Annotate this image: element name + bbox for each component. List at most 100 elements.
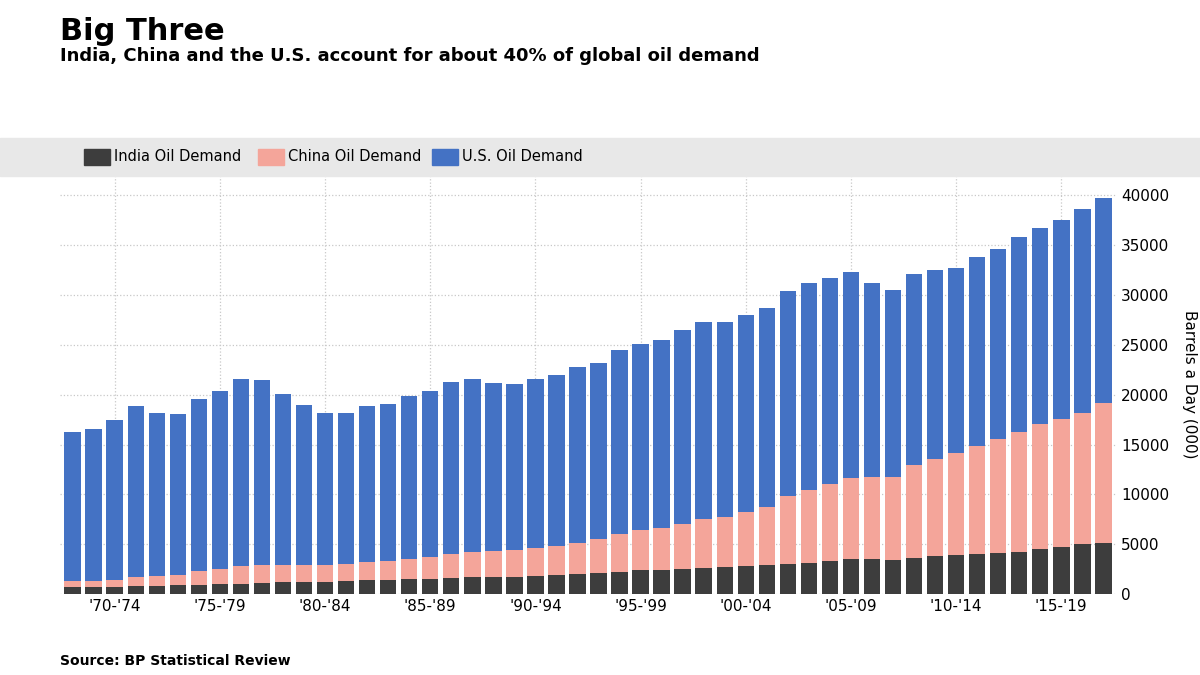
Bar — [1032, 549, 1049, 594]
Bar — [233, 566, 250, 584]
Text: India Oil Demand: India Oil Demand — [114, 149, 241, 165]
Bar — [716, 517, 733, 567]
Bar — [548, 575, 565, 594]
Bar — [65, 432, 80, 581]
Bar — [696, 568, 712, 594]
Bar — [85, 580, 102, 587]
Bar — [127, 406, 144, 577]
Bar — [485, 551, 502, 577]
Bar — [422, 391, 438, 557]
Bar — [443, 382, 460, 554]
Bar — [464, 577, 480, 594]
Bar — [1096, 403, 1111, 543]
Bar — [127, 577, 144, 586]
Bar — [506, 384, 522, 550]
Bar — [485, 383, 502, 551]
Bar — [169, 575, 186, 585]
Bar — [169, 585, 186, 594]
Bar — [253, 583, 270, 594]
Bar — [842, 559, 859, 594]
Bar — [275, 583, 292, 594]
Bar — [758, 565, 775, 594]
Bar — [1054, 547, 1069, 594]
Text: Source: BP Statistical Review: Source: BP Statistical Review — [60, 654, 290, 668]
Bar — [822, 278, 838, 485]
Bar — [85, 429, 102, 580]
Bar — [654, 528, 670, 570]
Bar — [864, 283, 880, 477]
Bar — [149, 576, 164, 586]
Bar — [65, 587, 80, 594]
Bar — [464, 379, 480, 551]
Bar — [738, 512, 754, 566]
Bar — [906, 274, 923, 465]
Bar — [253, 381, 270, 565]
Bar — [169, 414, 186, 575]
Bar — [211, 391, 228, 569]
Bar — [211, 585, 228, 594]
Bar — [632, 344, 649, 529]
Bar — [590, 573, 607, 594]
Bar — [822, 485, 838, 561]
Bar — [380, 404, 396, 561]
Bar — [1012, 552, 1027, 594]
Bar — [275, 394, 292, 565]
Bar — [696, 322, 712, 518]
Bar — [780, 564, 796, 594]
Bar — [968, 257, 985, 446]
Bar — [527, 548, 544, 576]
Bar — [253, 565, 270, 583]
Bar — [674, 330, 691, 524]
Bar — [317, 413, 334, 566]
Bar — [191, 399, 208, 571]
Bar — [1096, 543, 1111, 594]
Bar — [696, 518, 712, 568]
Bar — [401, 579, 418, 594]
Bar — [149, 413, 164, 576]
Bar — [758, 507, 775, 565]
Bar — [968, 554, 985, 594]
Bar — [1054, 221, 1069, 419]
Bar — [906, 465, 923, 558]
Bar — [990, 248, 1007, 439]
Bar — [716, 567, 733, 594]
Bar — [842, 272, 859, 478]
Bar — [884, 560, 901, 594]
Bar — [296, 565, 312, 583]
Bar — [864, 558, 880, 594]
Bar — [884, 477, 901, 560]
Bar — [780, 495, 796, 564]
Bar — [738, 566, 754, 594]
Bar — [1012, 237, 1027, 432]
Bar — [800, 563, 817, 594]
Y-axis label: Barrels a Day (000): Barrels a Day (000) — [1182, 310, 1196, 459]
Bar — [1074, 544, 1091, 594]
Bar — [926, 458, 943, 556]
Bar — [611, 572, 628, 594]
Bar — [191, 571, 208, 585]
Bar — [485, 577, 502, 594]
Bar — [968, 446, 985, 554]
Text: China Oil Demand: China Oil Demand — [288, 149, 421, 165]
Bar — [1054, 419, 1069, 547]
Bar — [674, 524, 691, 569]
Bar — [611, 350, 628, 534]
Bar — [800, 283, 817, 490]
Bar — [654, 340, 670, 528]
Bar — [864, 477, 880, 558]
Bar — [1074, 412, 1091, 544]
Bar — [674, 569, 691, 594]
Bar — [107, 420, 122, 580]
Bar — [948, 555, 965, 594]
Bar — [1096, 198, 1111, 403]
Text: Big Three: Big Three — [60, 17, 224, 46]
Bar — [380, 580, 396, 594]
Bar — [338, 581, 354, 594]
Bar — [85, 587, 102, 594]
Bar — [569, 367, 586, 543]
Bar — [359, 580, 376, 594]
Bar — [569, 574, 586, 594]
Bar — [758, 308, 775, 507]
Bar — [800, 490, 817, 563]
Bar — [506, 576, 522, 594]
